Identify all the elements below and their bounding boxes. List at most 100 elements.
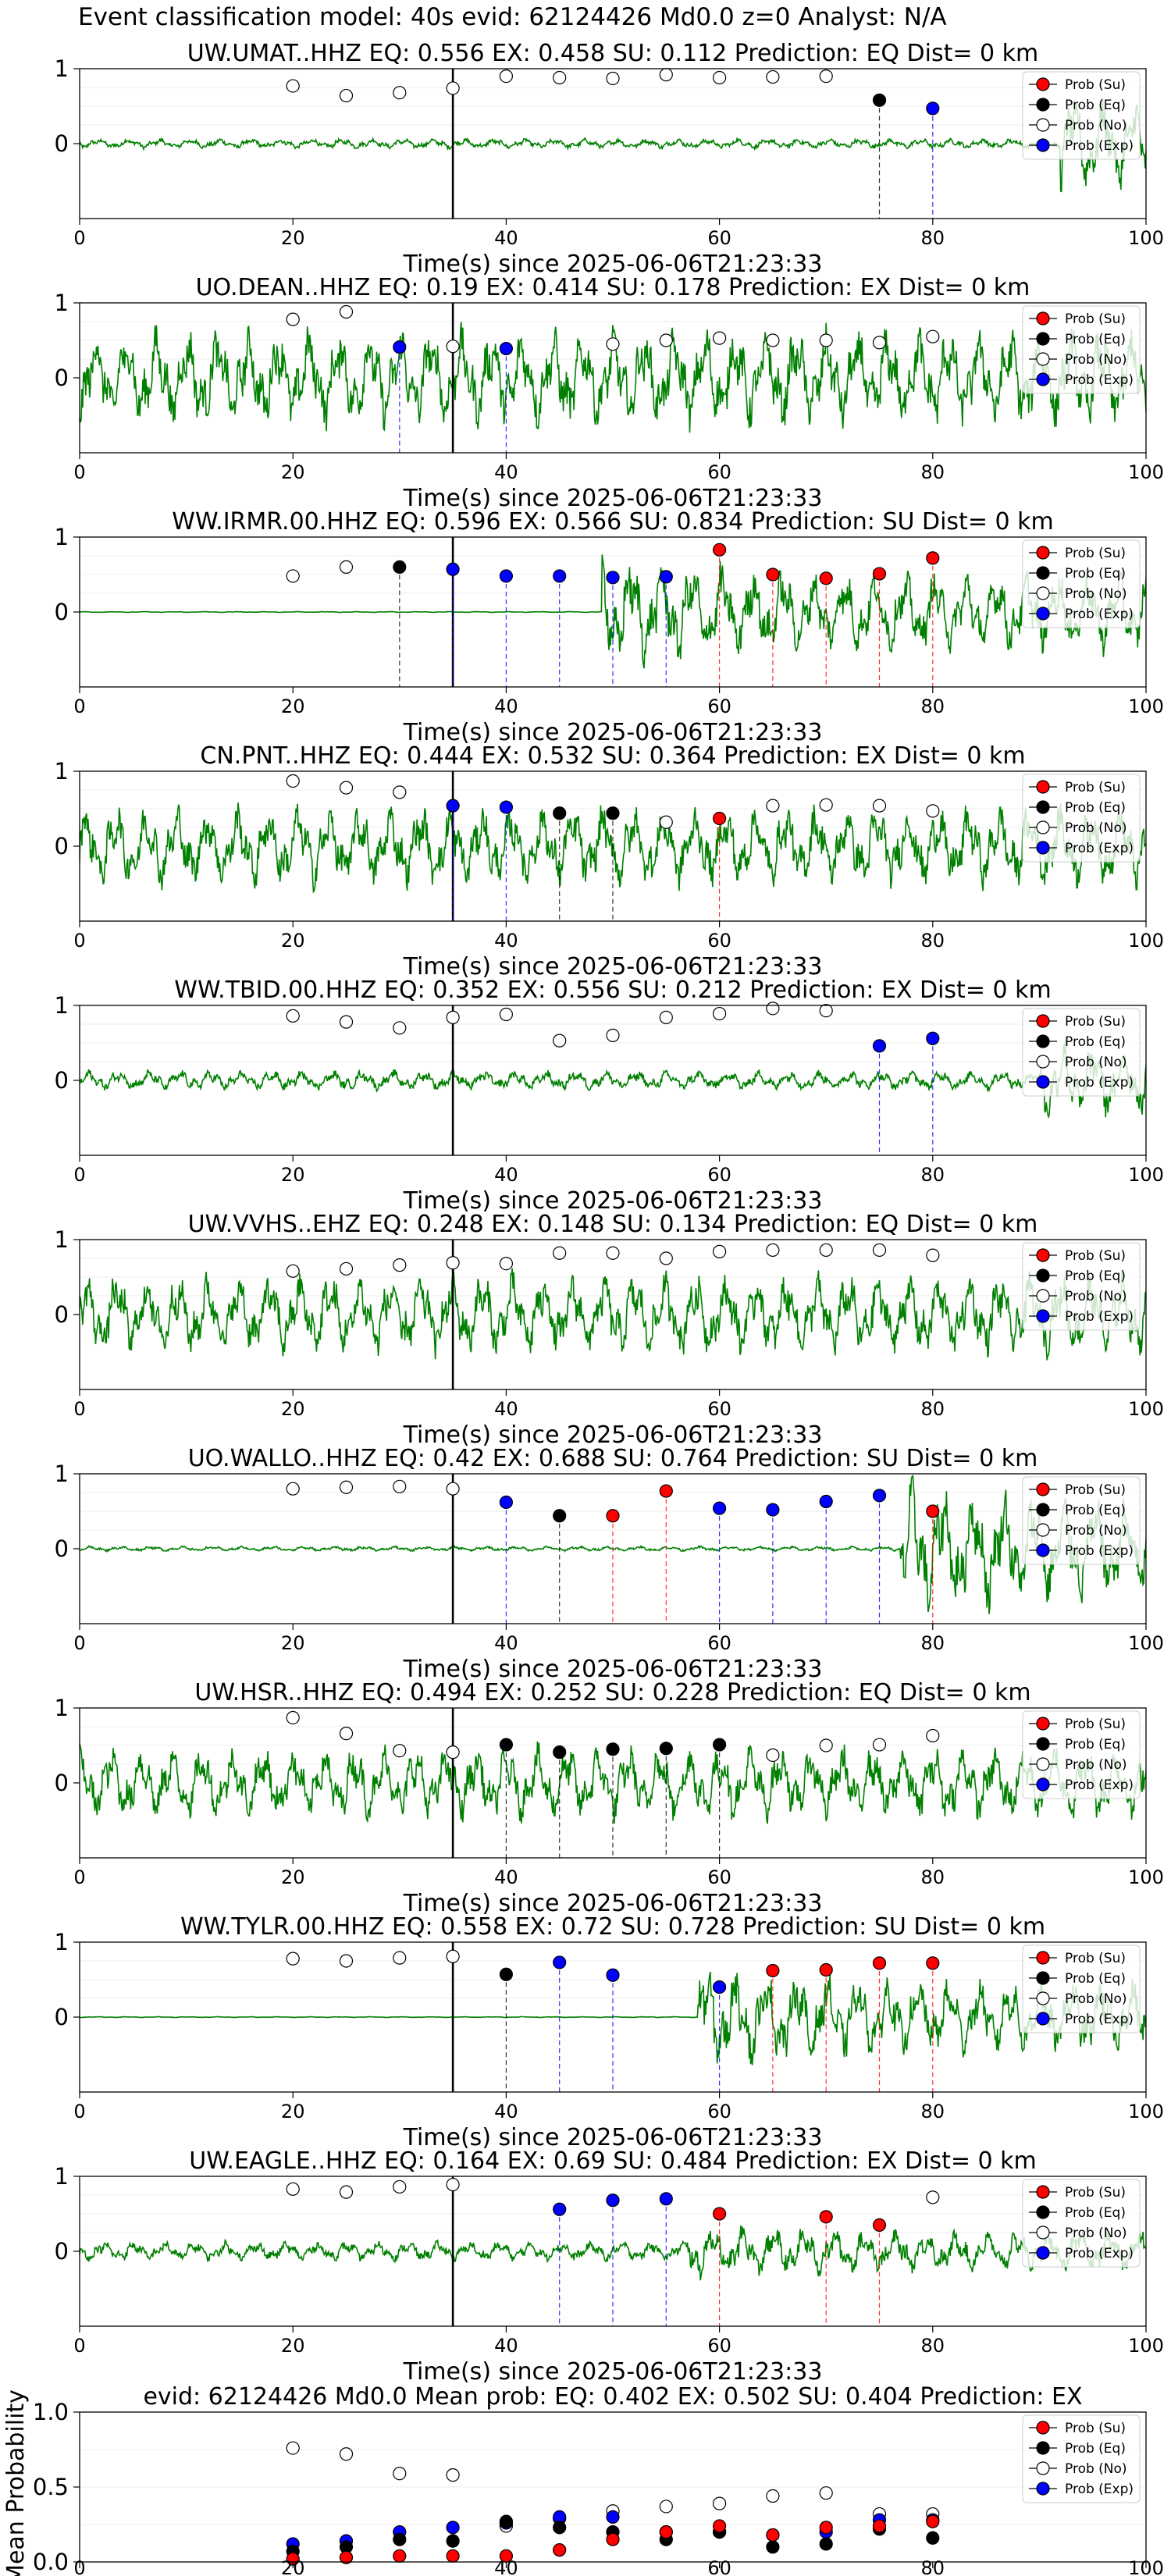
legend-marker-su [1036, 1482, 1050, 1496]
panel-title: evid: 62124426 Md0.0 Mean prob: EQ: 0.40… [143, 2383, 1082, 2411]
legend-marker-eq [1036, 98, 1050, 112]
legend-label-su: Prob (Su) [1065, 1482, 1126, 1498]
mean-prob-point [659, 2525, 673, 2539]
x-tick-label: 40 [494, 696, 518, 717]
panel-title: UW.UMAT..HHZ EQ: 0.556 EX: 0.458 SU: 0.1… [187, 40, 1039, 67]
x-axis-label: Time(s) since 2025-06-06T21:23:33 [403, 2358, 823, 2386]
x-tick-label: 80 [921, 930, 945, 952]
prob-point [446, 1010, 460, 1024]
prob-point [659, 815, 673, 829]
mean-prob-point [286, 2441, 300, 2455]
station-panel: UW.HSR..HHZ EQ: 0.494 EX: 0.252 SU: 0.22… [55, 1679, 1164, 1917]
prob-point [393, 1258, 407, 1272]
prob-point [446, 2177, 460, 2192]
x-tick-label: 60 [707, 1866, 731, 1888]
legend-label-exp: Prob (Exp) [1065, 138, 1134, 154]
axes-frame [79, 1005, 1147, 1156]
y-tick-label: 0.0 [33, 2549, 69, 2575]
prob-point [606, 2194, 620, 2208]
prob-point [553, 1034, 567, 1048]
mean-prob-point [606, 2510, 620, 2524]
y-tick-label: 1 [55, 2163, 69, 2190]
legend-label-su: Prob (Su) [1065, 1014, 1126, 1030]
prob-point [499, 1007, 514, 1022]
y-tick-label: 0 [55, 1770, 69, 1796]
legend-marker-exp [1036, 1309, 1050, 1323]
prob-point [446, 1256, 460, 1270]
x-axis-label: Time(s) since 2025-06-06T21:23:33 [403, 251, 823, 278]
prob-point [926, 1504, 940, 1518]
prob-point [766, 333, 780, 347]
prob-point [286, 1952, 300, 1966]
legend-marker-exp [1036, 372, 1050, 386]
x-tick-label: 60 [707, 2101, 731, 2122]
prob-point [712, 1980, 727, 1994]
y-tick-label: 1 [55, 1461, 69, 1487]
x-tick-label: 60 [707, 2335, 731, 2357]
legend-marker-exp [1036, 2482, 1050, 2496]
legend-marker-su [1036, 780, 1050, 794]
x-tick-label: 80 [921, 1164, 945, 1186]
x-axis-label: Time(s) since 2025-06-06T21:23:33 [403, 953, 823, 980]
mean-prob-point [712, 2496, 727, 2510]
mean-prob-point [819, 2537, 833, 2551]
x-tick-label: 20 [281, 461, 305, 483]
prob-point [553, 70, 567, 85]
prob-point [926, 2190, 940, 2204]
legend-label-eq: Prob (Eq) [1065, 332, 1126, 347]
prob-point [659, 1010, 673, 1024]
prob-point [926, 329, 940, 343]
x-tick-label: 0 [73, 2335, 85, 2357]
x-axis-label: Time(s) since 2025-06-06T21:23:33 [403, 1421, 823, 1449]
prob-point [766, 1503, 780, 1517]
legend-label-no: Prob (No) [1065, 820, 1127, 836]
prob-point [872, 1039, 887, 1053]
prob-point [659, 1742, 673, 1756]
legend-marker-su [1036, 77, 1050, 91]
waveform-trace [80, 98, 1146, 193]
x-tick-label: 80 [921, 227, 945, 249]
x-tick-label: 20 [281, 2101, 305, 2122]
prob-point [819, 1494, 833, 1509]
mean-prob-point [393, 2467, 407, 2481]
prob-point [499, 69, 514, 84]
x-tick-label: 40 [494, 2101, 518, 2122]
legend-marker-eq [1036, 566, 1050, 580]
station-panel: WW.TYLR.00.HHZ EQ: 0.558 EX: 0.72 SU: 0.… [55, 1913, 1164, 2151]
legend-marker-eq [1036, 2205, 1050, 2219]
legend-marker-su [1036, 2421, 1050, 2435]
mean-prob-point [553, 2521, 567, 2535]
mean-prob-point [499, 2514, 514, 2528]
prob-point [926, 1031, 940, 1045]
mean-prob-point [446, 2534, 460, 2548]
panel-title: UW.HSR..HHZ EQ: 0.494 EX: 0.252 SU: 0.22… [194, 1679, 1030, 1706]
x-tick-label: 100 [1128, 930, 1164, 952]
x-tick-label: 20 [281, 696, 305, 717]
legend-marker-eq [1036, 800, 1050, 814]
panel-title: WW.TBID.00.HHZ EQ: 0.352 EX: 0.556 SU: 0… [174, 977, 1051, 1004]
x-tick-label: 0 [73, 1866, 85, 1888]
prob-point [286, 774, 300, 788]
x-tick-label: 0 [73, 461, 85, 483]
prob-point [606, 1509, 620, 1523]
prob-point [606, 337, 620, 351]
prob-point [393, 86, 407, 100]
legend-marker-su [1036, 1014, 1050, 1028]
prob-point [606, 71, 620, 86]
legend-label-eq: Prob (Eq) [1065, 1971, 1126, 1987]
x-tick-label: 0 [73, 227, 85, 249]
prob-point [926, 804, 940, 818]
legend-marker-su [1036, 546, 1050, 560]
prob-point [553, 806, 567, 820]
station-panel: UO.WALLO..HHZ EQ: 0.42 EX: 0.688 SU: 0.7… [55, 1445, 1164, 1683]
waveform-trace [80, 1475, 1146, 1614]
prob-point [819, 571, 833, 585]
legend-label-exp: Prob (Exp) [1065, 1309, 1134, 1325]
legend-box [1022, 1710, 1141, 1799]
legend-label-eq: Prob (Eq) [1065, 1034, 1126, 1050]
x-tick-label: 60 [707, 696, 731, 717]
prob-point [606, 1742, 620, 1756]
x-tick-label: 0 [73, 2101, 85, 2122]
prob-point [499, 800, 514, 814]
mean-prob-point [659, 2500, 673, 2514]
